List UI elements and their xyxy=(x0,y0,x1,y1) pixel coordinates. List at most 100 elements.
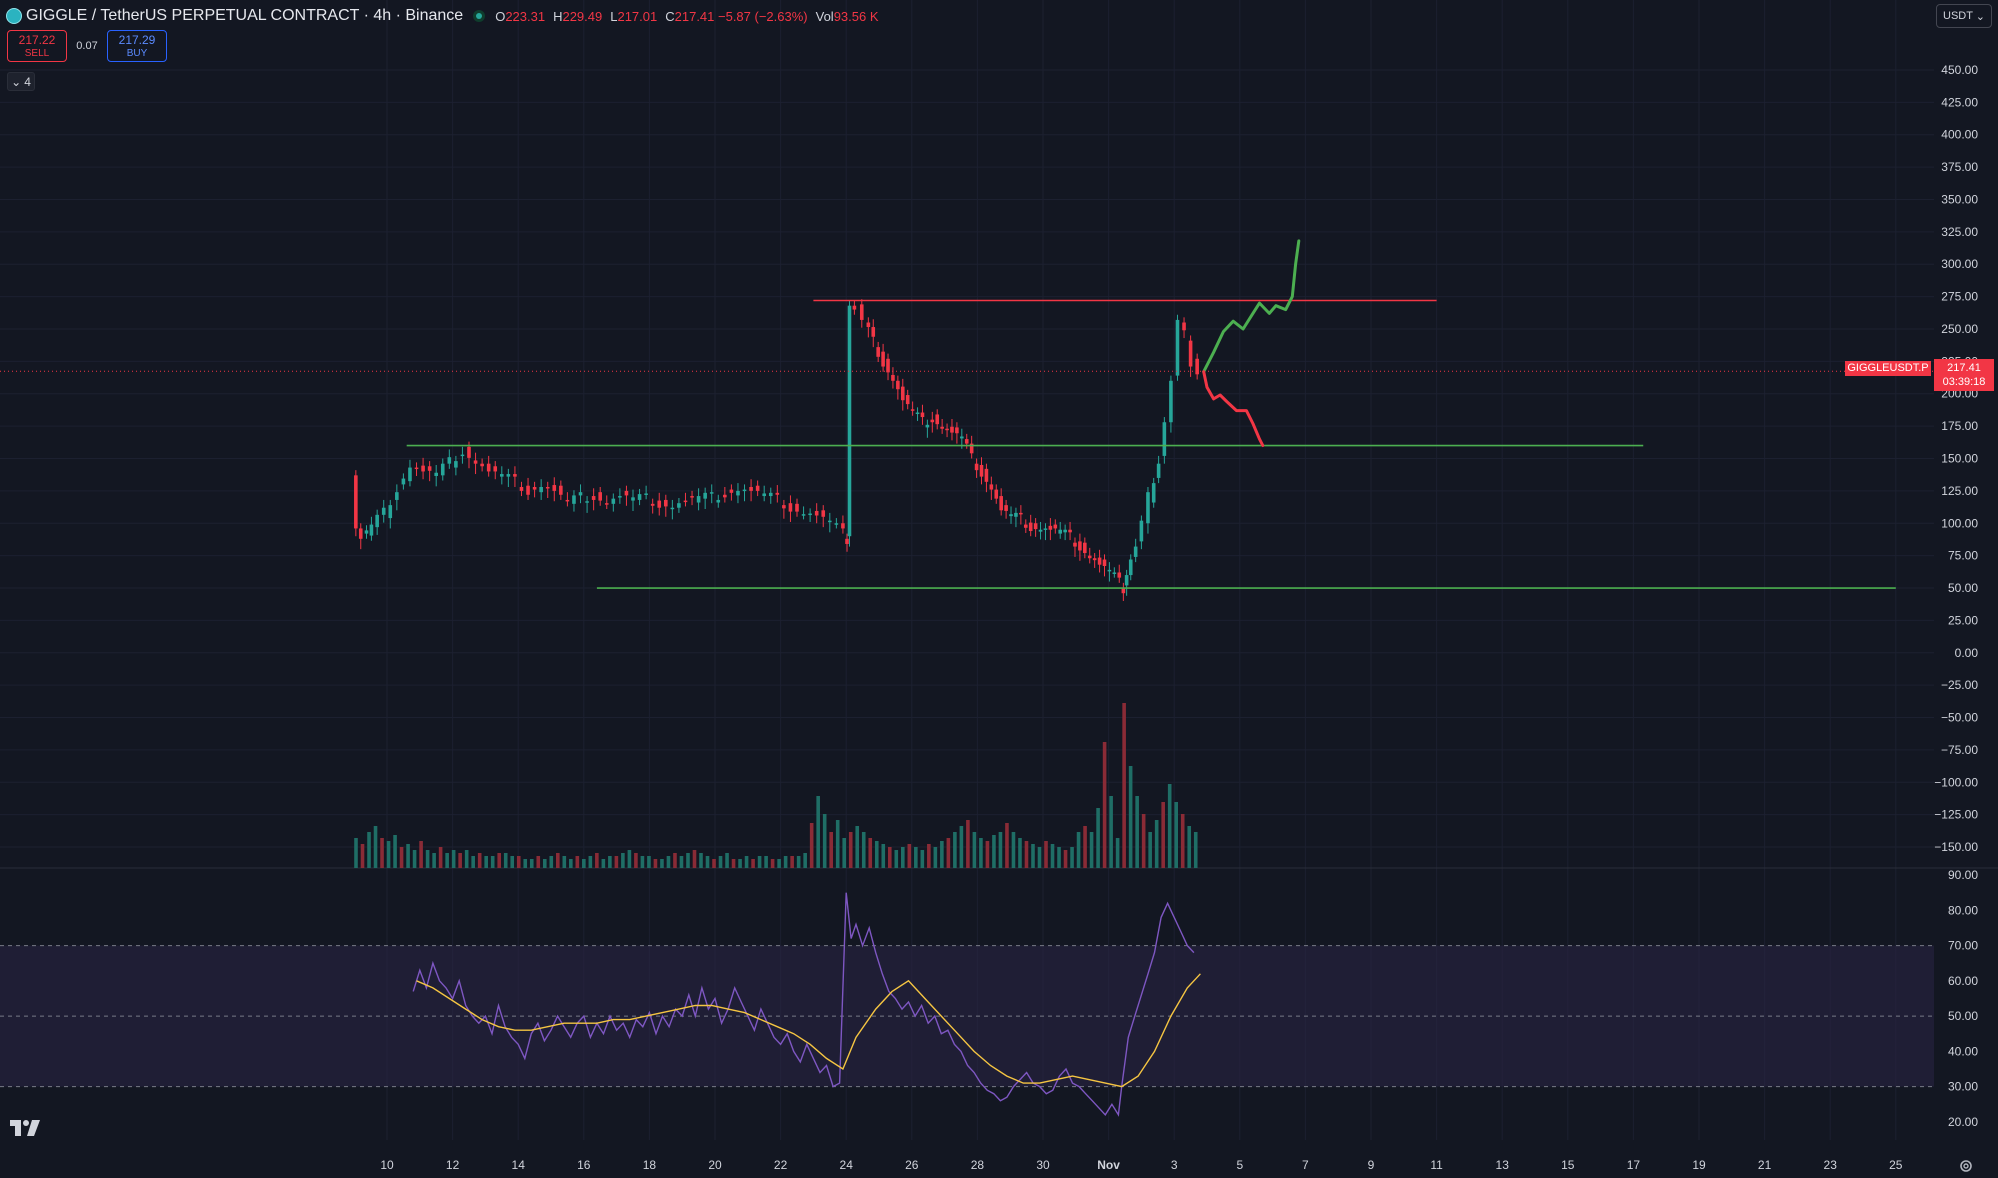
volume-bar xyxy=(419,841,423,868)
volume-bar xyxy=(393,835,397,868)
time-tick-label: 19 xyxy=(1692,1158,1706,1172)
volume-bar xyxy=(796,856,801,868)
ohlc-low-label: L xyxy=(610,8,618,24)
candle-body xyxy=(974,463,979,471)
sell-button[interactable]: 217.22 SELL xyxy=(7,30,67,62)
tradingview-logo-icon[interactable] xyxy=(10,1120,40,1136)
volume-bar xyxy=(1154,820,1159,868)
volume-bar xyxy=(874,841,879,868)
volume-bar xyxy=(471,856,475,868)
volume-bar xyxy=(367,832,371,868)
volume-bar xyxy=(588,856,593,868)
volume-bar xyxy=(1128,766,1133,868)
candle-body xyxy=(637,494,642,500)
time-tick-label: 9 xyxy=(1368,1158,1375,1172)
candle-body xyxy=(1128,559,1133,576)
rsi-ma-line xyxy=(416,973,1201,1088)
price-tick-label: −150.00 xyxy=(1934,840,1978,854)
currency-select[interactable]: USDT ⌄ xyxy=(1936,4,1992,28)
volume-label: Vol xyxy=(815,8,834,24)
rsi-tick-label: 50.00 xyxy=(1948,1009,1978,1023)
volume-bar xyxy=(1076,832,1081,868)
volume-bar xyxy=(406,844,410,868)
candle-body xyxy=(723,494,727,498)
symbol-title[interactable]: GIGGLE / TetherUS PERPETUAL CONTRACT · 4… xyxy=(26,7,464,24)
volume-bar xyxy=(731,859,736,868)
time-tick-label: 11 xyxy=(1430,1158,1443,1172)
volume-bar xyxy=(386,841,391,868)
candle-body xyxy=(670,507,675,510)
volume-bar xyxy=(582,859,586,868)
candle-body xyxy=(886,358,890,373)
volume-bar xyxy=(1122,703,1126,868)
candle-body xyxy=(1023,524,1028,528)
indicators-toggle-button[interactable]: ⌄ 4 xyxy=(7,72,35,91)
ohlc-open-label: O xyxy=(495,8,506,24)
ohlc-low-value: 217.01 xyxy=(617,8,658,24)
volume-bar xyxy=(673,853,677,868)
volume-bar xyxy=(998,832,1003,868)
volume-bar xyxy=(1031,844,1035,868)
candle-body xyxy=(762,493,766,497)
sell-price: 217.22 xyxy=(18,33,56,47)
candle-body xyxy=(427,466,432,471)
volume-bar xyxy=(575,856,580,868)
candle-body xyxy=(506,474,511,477)
candle-body xyxy=(500,474,504,477)
candle-body xyxy=(828,520,832,523)
candle-body xyxy=(866,322,871,328)
candle-body xyxy=(1078,541,1082,551)
volume-bar xyxy=(946,838,951,868)
price-tick-label: 50.00 xyxy=(1948,581,1978,595)
candle-body xyxy=(486,463,491,472)
candle-body xyxy=(871,327,876,337)
candle-body xyxy=(768,492,773,497)
volume-bar xyxy=(380,838,384,868)
volume-bar xyxy=(738,859,742,868)
ohlc-readout: O223.31 H229.49 L217.01 C217.41 −5.87 (−… xyxy=(495,9,878,24)
candle-body xyxy=(845,538,849,544)
candle-body xyxy=(999,496,1003,511)
time-tick-label: 30 xyxy=(1036,1158,1050,1172)
candle-body xyxy=(578,492,583,496)
candle-body xyxy=(1188,340,1193,367)
price-tick-label: −100.00 xyxy=(1934,775,1978,789)
candle-body xyxy=(729,489,734,493)
volume-bar xyxy=(1180,814,1185,868)
volume-bar xyxy=(933,847,938,868)
volume-bar xyxy=(458,853,462,868)
volume-bar xyxy=(484,856,488,868)
volume-bar xyxy=(803,853,807,868)
candle-body xyxy=(1014,512,1018,517)
volume-bar xyxy=(1167,784,1172,868)
candle-body xyxy=(950,426,954,433)
candle-body xyxy=(925,424,930,428)
candle-body xyxy=(1156,463,1161,478)
volume-bar xyxy=(660,859,664,868)
volume-bar xyxy=(894,850,899,868)
price-tick-label: 75.00 xyxy=(1948,549,1978,563)
chevron-down-icon: ⌄ xyxy=(1975,10,1985,23)
candle-body xyxy=(421,465,425,472)
price-tick-label: 325.00 xyxy=(1941,225,1978,239)
candle-body xyxy=(1112,572,1117,574)
gear-icon[interactable] xyxy=(1958,1158,1974,1174)
candle-body xyxy=(369,524,374,536)
candle-body xyxy=(1107,569,1112,572)
candle-body xyxy=(795,503,799,512)
volume-bar xyxy=(1018,838,1022,868)
candle-body xyxy=(585,501,589,503)
candle-body xyxy=(755,485,760,491)
rsi-tick-label: 70.00 xyxy=(1948,939,1978,953)
time-tick-label: 15 xyxy=(1561,1158,1575,1172)
rsi-tick-label: 90.00 xyxy=(1948,868,1978,882)
candle-body xyxy=(1124,575,1129,586)
ohlc-open-value: 223.31 xyxy=(505,8,546,24)
candle-body xyxy=(900,386,905,401)
last-price-label: 217.41 03:39:18 xyxy=(1934,359,1994,391)
volume-bar xyxy=(686,853,690,868)
buy-button[interactable]: 217.29 BUY xyxy=(107,30,167,62)
candle-body xyxy=(1063,529,1067,533)
volume-bar xyxy=(927,844,931,868)
